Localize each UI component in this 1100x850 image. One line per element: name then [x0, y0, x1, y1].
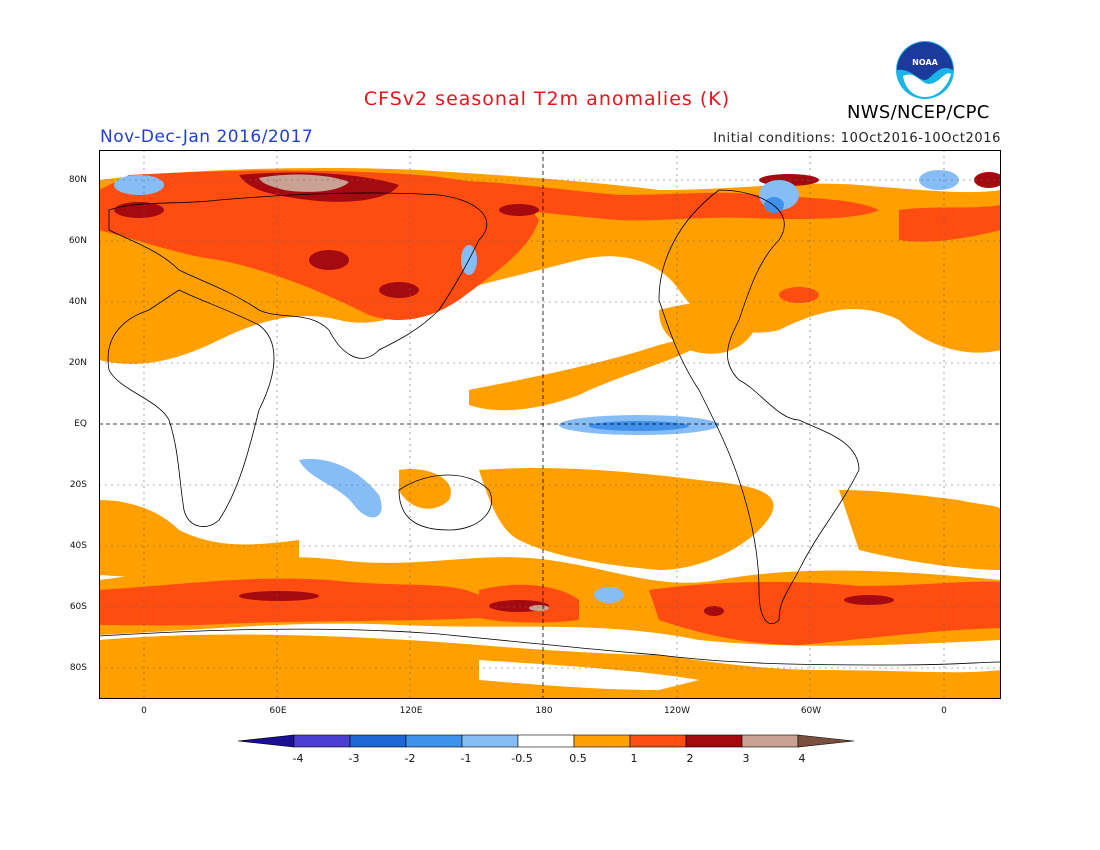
legend-value: -3	[348, 752, 360, 765]
legend-swatch	[405, 734, 463, 748]
legend-value: -4	[292, 752, 304, 765]
legend-value: 4	[798, 752, 806, 765]
legend-swatch	[293, 734, 351, 748]
lon-label: 0	[141, 706, 147, 716]
lon-label: 60W	[800, 706, 822, 716]
anomaly-map	[99, 150, 1001, 699]
legend-swatch	[461, 734, 519, 748]
legend-swatch	[629, 734, 687, 748]
lon-label: 120E	[399, 706, 423, 716]
lon-label: 60E	[269, 706, 287, 716]
forecast-period: Nov-Dec-Jan 2016/2017	[100, 127, 314, 147]
lat-label: 40S	[69, 541, 87, 551]
legend-value: -2	[404, 752, 416, 765]
lon-label: 180	[535, 706, 553, 716]
northern-warm	[99, 168, 1001, 364]
legend-swatch	[741, 734, 799, 748]
lat-label: 80S	[69, 663, 87, 673]
lat-label: 60S	[69, 602, 87, 612]
noaa-logo: NOAA	[896, 41, 954, 99]
lat-label: 20N	[68, 358, 87, 368]
cool-anomalies	[114, 170, 959, 603]
color-legend	[238, 734, 855, 748]
legend-value: 3	[742, 752, 750, 765]
legend-value: -1	[460, 752, 472, 765]
logo-text: NOAA	[912, 58, 938, 67]
legend-value: 2	[686, 752, 694, 765]
legend-swatch	[238, 734, 295, 748]
lat-label: 40N	[68, 297, 87, 307]
gridlines	[99, 150, 1001, 699]
legend-value: 0.5	[569, 752, 587, 765]
agency-label: NWS/NCEP/CPC	[847, 102, 990, 123]
legend-value: -0.5	[511, 752, 533, 765]
lon-label: 120W	[663, 706, 691, 716]
south-pacific-warm	[479, 468, 774, 570]
initial-conditions: Initial conditions: 10Oct2016-10Oct2016	[713, 131, 1001, 146]
lat-label: 20S	[69, 480, 87, 490]
legend-swatch	[517, 734, 575, 748]
legend-swatch	[349, 734, 407, 748]
legend-swatch	[685, 734, 743, 748]
southern-warm-band	[99, 557, 1001, 646]
legend-swatch	[797, 734, 855, 748]
coastlines	[99, 189, 1001, 666]
lat-label: 60N	[68, 236, 87, 246]
lat-label: 80N	[68, 175, 87, 185]
legend-swatch	[573, 734, 631, 748]
lat-label: EQ	[74, 419, 87, 429]
lon-label: 0	[941, 706, 947, 716]
map-title: CFSv2 seasonal T2m anomalies (K)	[363, 88, 731, 110]
legend-value: 1	[630, 752, 638, 765]
